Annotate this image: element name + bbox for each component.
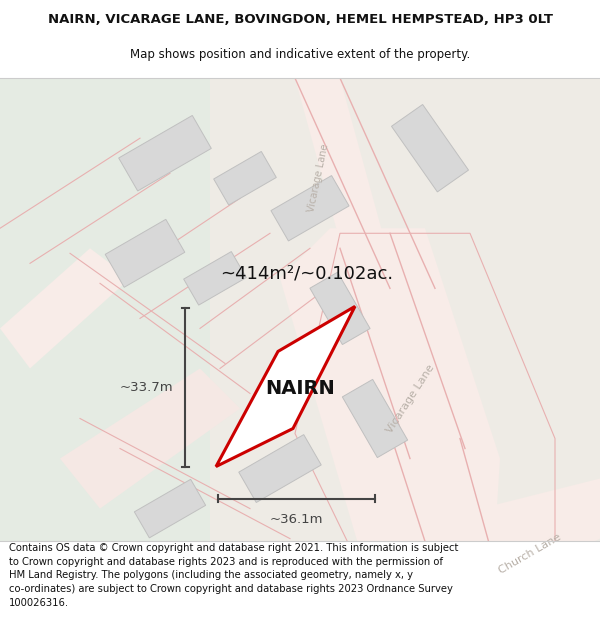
Polygon shape — [343, 379, 407, 458]
Text: Contains OS data © Crown copyright and database right 2021. This information is : Contains OS data © Crown copyright and d… — [9, 543, 458, 608]
Polygon shape — [310, 272, 370, 344]
Text: Church Lane: Church Lane — [497, 532, 563, 576]
Polygon shape — [210, 78, 600, 541]
Polygon shape — [271, 176, 349, 241]
Polygon shape — [280, 228, 500, 619]
Polygon shape — [239, 434, 321, 502]
Text: ~414m²/~0.102ac.: ~414m²/~0.102ac. — [220, 264, 393, 282]
Polygon shape — [380, 479, 600, 619]
Text: ~33.7m: ~33.7m — [119, 381, 173, 394]
Polygon shape — [105, 219, 185, 288]
Polygon shape — [391, 104, 469, 192]
Polygon shape — [60, 369, 240, 509]
Polygon shape — [0, 248, 130, 369]
Text: Vicarage Lane: Vicarage Lane — [306, 143, 330, 213]
Polygon shape — [0, 78, 210, 541]
Text: Vicarage Lane: Vicarage Lane — [384, 362, 436, 434]
Polygon shape — [184, 252, 247, 305]
Polygon shape — [214, 151, 277, 205]
Polygon shape — [295, 78, 395, 278]
Polygon shape — [134, 479, 206, 538]
Text: ~36.1m: ~36.1m — [269, 512, 323, 526]
Polygon shape — [216, 306, 355, 466]
Text: Map shows position and indicative extent of the property.: Map shows position and indicative extent… — [130, 48, 470, 61]
Text: NAIRN: NAIRN — [265, 379, 335, 398]
Text: NAIRN, VICARAGE LANE, BOVINGDON, HEMEL HEMPSTEAD, HP3 0LT: NAIRN, VICARAGE LANE, BOVINGDON, HEMEL H… — [47, 13, 553, 26]
Polygon shape — [119, 116, 211, 191]
